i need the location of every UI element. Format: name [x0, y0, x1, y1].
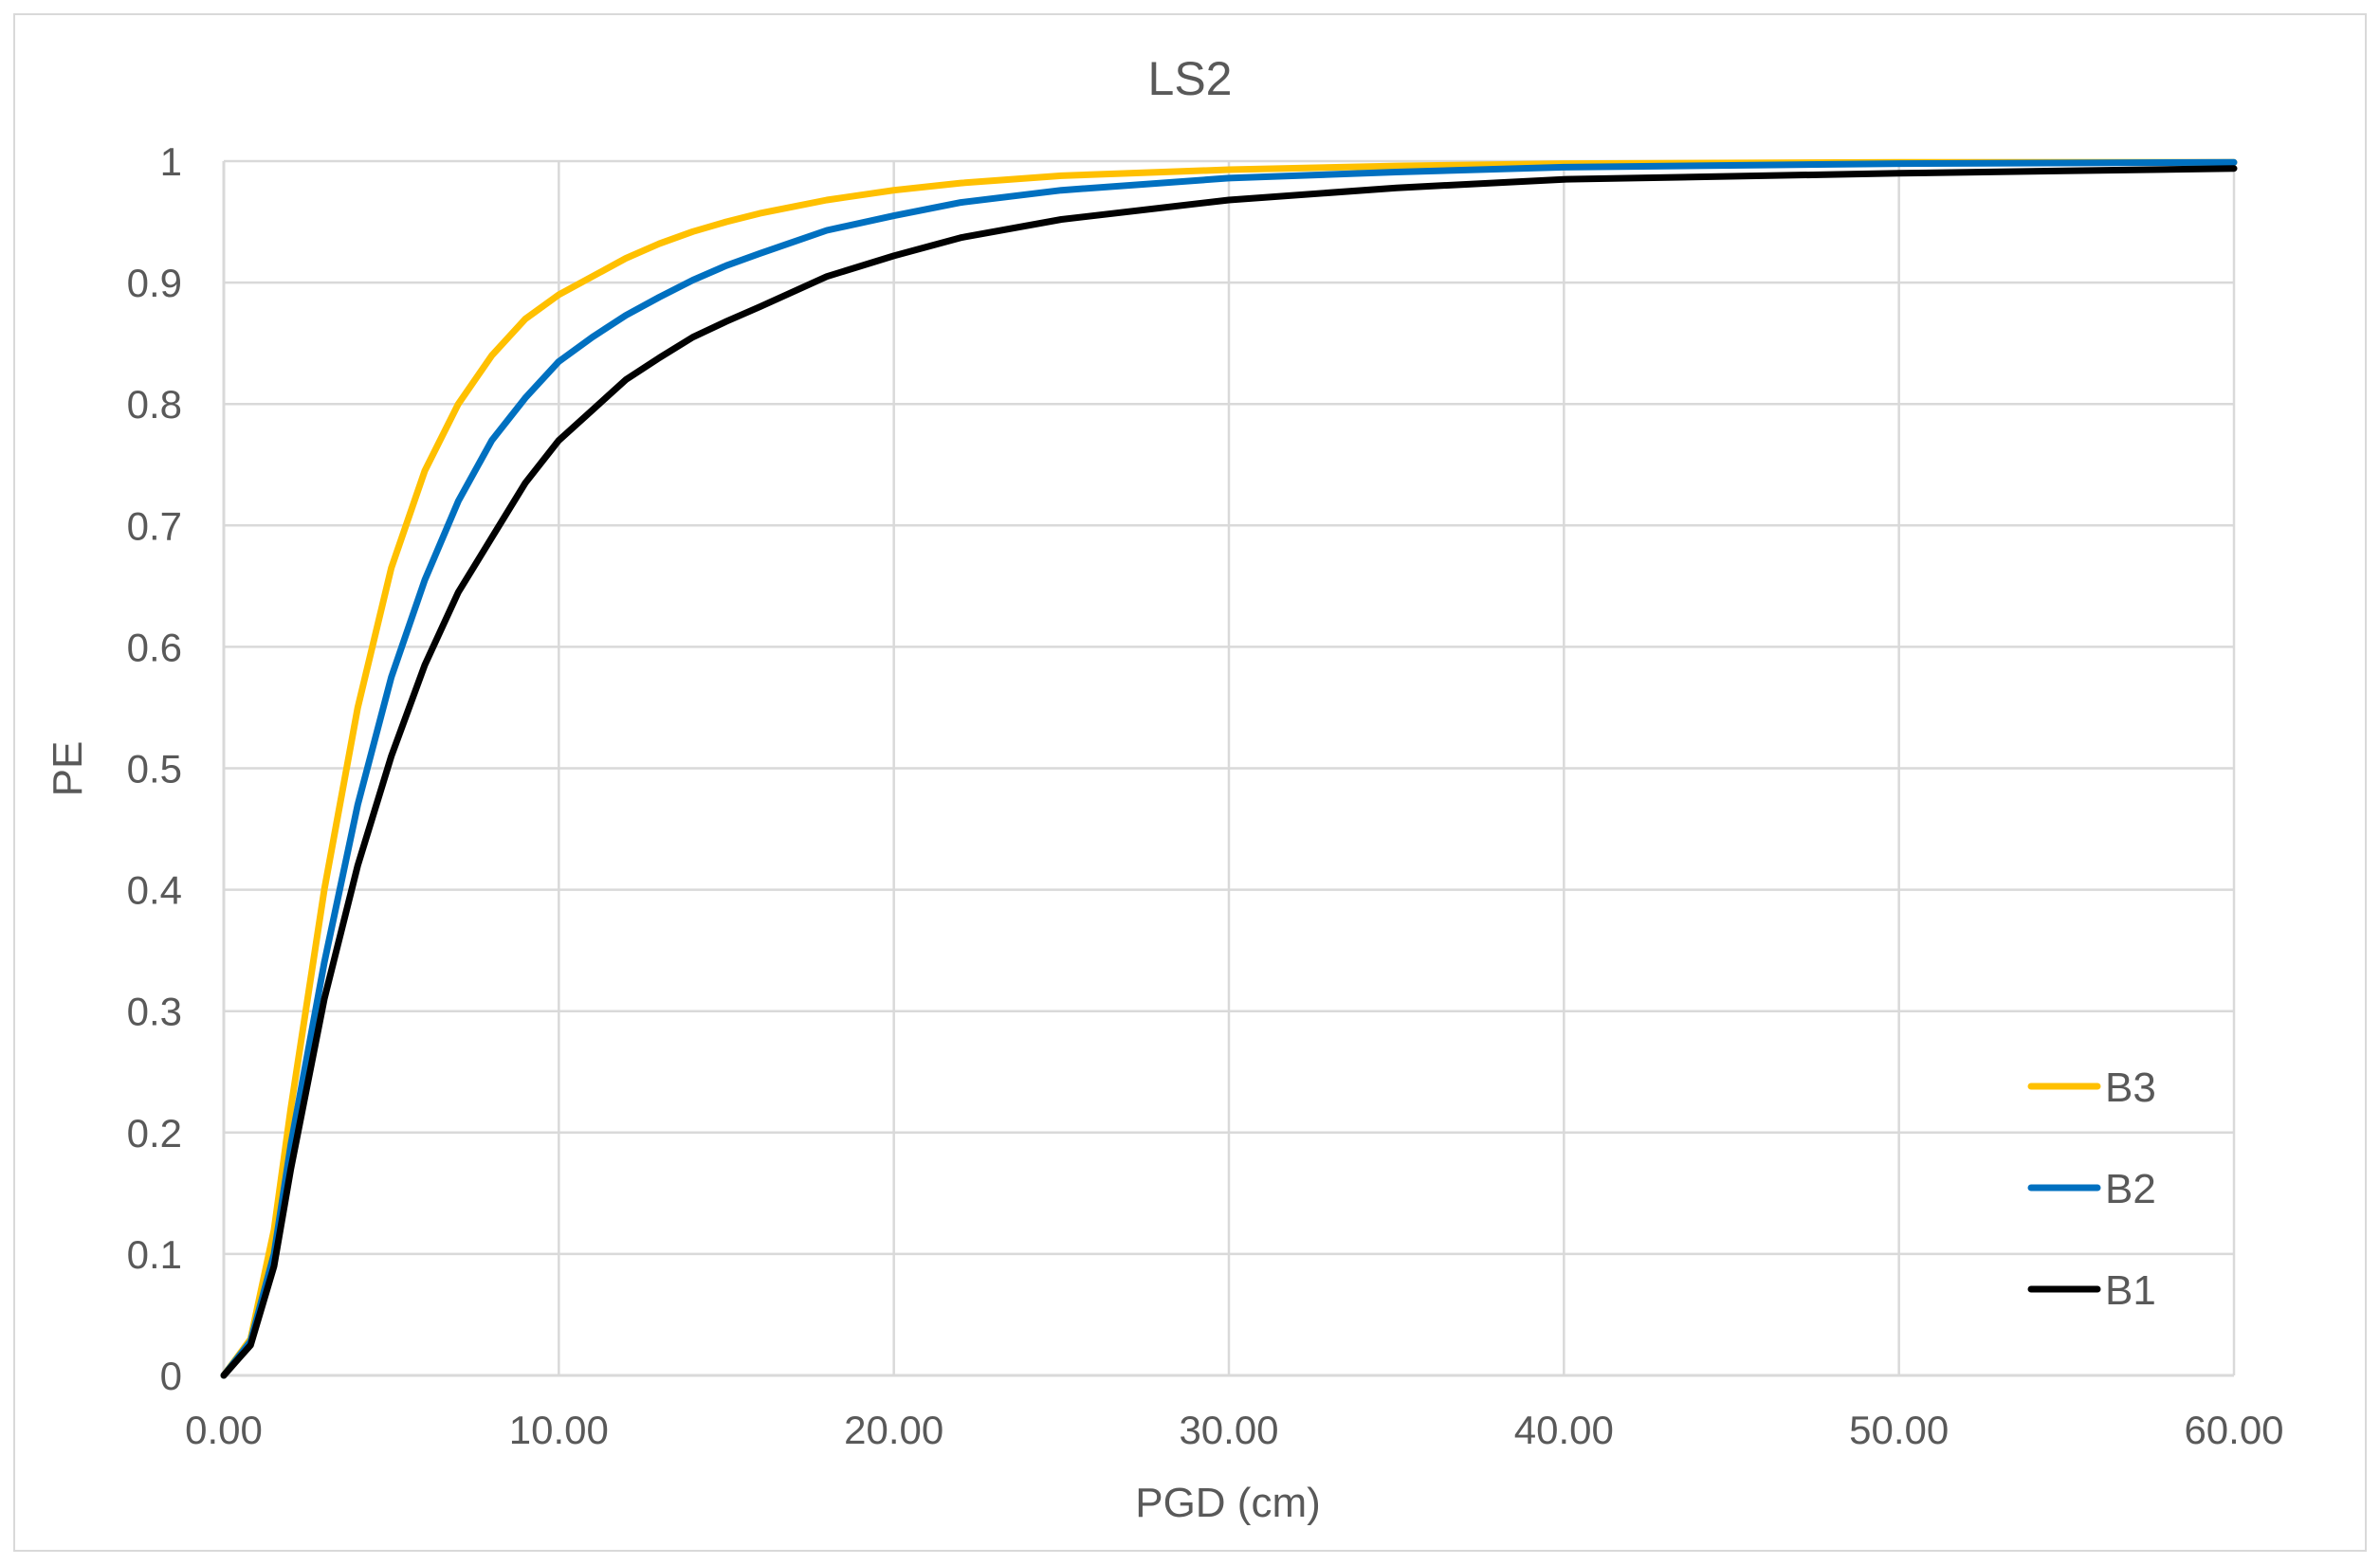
y-tick-label: 1	[160, 139, 182, 184]
series-line-b2	[220, 158, 2238, 1379]
legend-label-b1: B1	[2105, 1267, 2156, 1314]
x-tick-label: 40.00	[1514, 1408, 1614, 1452]
x-tick-label: 0.00	[185, 1408, 263, 1452]
legend-label-b3: B3	[2105, 1065, 2156, 1111]
legend-label-b2: B2	[2105, 1166, 2156, 1212]
x-tick-label: 20.00	[844, 1408, 943, 1452]
y-tick-label: 0.2	[127, 1111, 182, 1156]
y-tick-label: 0.5	[127, 747, 182, 792]
y-tick-label: 0.4	[127, 868, 182, 913]
series-line-b1	[220, 165, 2238, 1379]
y-tick-label: 0.9	[127, 261, 182, 305]
x-tick-label: 10.00	[509, 1408, 609, 1452]
x-axis-title: PGD (cm)	[1135, 1480, 1321, 1526]
y-tick-label: 0.6	[127, 625, 182, 669]
x-tick-label: 30.00	[1179, 1408, 1278, 1452]
tick-labels: 00.10.20.30.40.50.60.70.80.910.00 10.00 20…	[127, 139, 2284, 1452]
y-tick-label: 0	[160, 1354, 182, 1398]
series-lines	[220, 158, 2238, 1379]
y-tick-label: 0.3	[127, 990, 182, 1034]
chart-title: LS2	[1148, 52, 1233, 105]
y-tick-label: 0.1	[127, 1232, 182, 1277]
legend: B3 B2 B1	[2027, 1065, 2156, 1314]
axes	[222, 161, 2234, 1377]
x-tick-label: 50.00	[1849, 1408, 1949, 1452]
chart-frame	[13, 13, 2367, 1552]
y-tick-label: 0.8	[127, 382, 182, 427]
series-line-b3	[220, 158, 2238, 1379]
y-axis-title: PE	[45, 741, 91, 797]
x-tick-label: 60.00	[2184, 1408, 2283, 1452]
y-tick-label: 0.7	[127, 503, 182, 548]
gridlines	[224, 159, 2236, 1375]
